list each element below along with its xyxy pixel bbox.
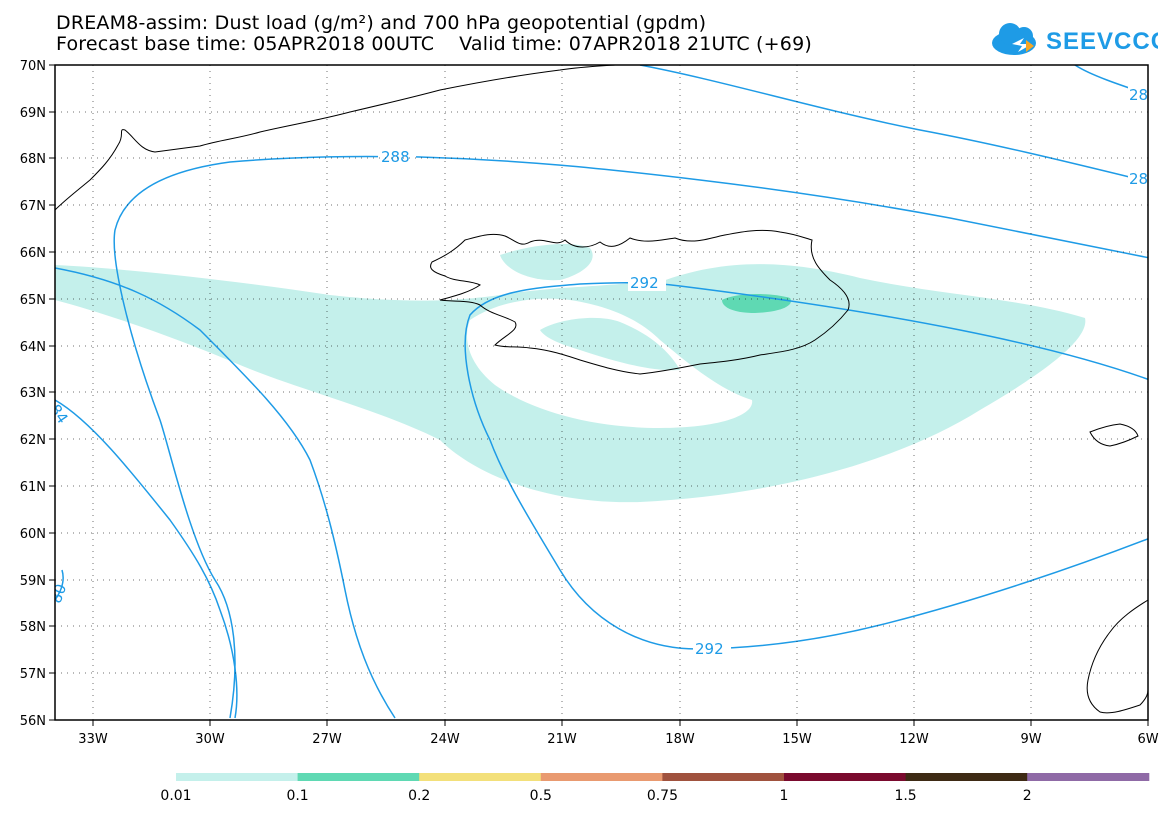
- logo-text: SEEVCCC: [1046, 28, 1158, 55]
- lat-label-67n: 67N: [20, 199, 46, 214]
- lat-label-58n: 58N: [20, 620, 46, 635]
- lon-label-9w: 9W: [1020, 732, 1041, 747]
- dust-north-lobe: [500, 244, 593, 281]
- iceland-coastline: [430, 229, 850, 375]
- greenland-coastline: [55, 65, 616, 211]
- contour-284-east: [55, 267, 396, 719]
- contour-label-292-south: 292: [695, 640, 724, 658]
- lat-label-70n: 70N: [20, 59, 46, 74]
- contour-label-84: 84: [46, 401, 72, 427]
- lon-label-21w: 21W: [547, 732, 577, 747]
- lon-label-27w: 27W: [312, 732, 342, 747]
- dust-hole: [467, 298, 753, 428]
- contour-label-28-mid: 28: [1129, 170, 1148, 188]
- lat-label-63n: 63N: [20, 386, 46, 401]
- contour-label-80: 80: [47, 581, 70, 605]
- chart-subtitle: Forecast base time: 05APR2018 00UTC Vali…: [56, 33, 812, 55]
- lat-label-66n: 66N: [20, 246, 46, 261]
- lat-label-56n: 56N: [20, 714, 46, 729]
- contour-292: [464, 281, 1148, 650]
- lon-label-24w: 24W: [430, 732, 460, 747]
- lon-label-30w: 30W: [195, 732, 225, 747]
- lat-label-59n: 59N: [20, 574, 46, 589]
- chart-title: DREAM8-assim: Dust load (g/m²) and 700 h…: [56, 12, 707, 34]
- contour-label-292-north: 292: [630, 274, 659, 292]
- contour-north-1: [639, 65, 1148, 183]
- scotland-coastline: [1086, 599, 1148, 714]
- dust-hole-fill: [540, 317, 680, 371]
- lat-label-60n: 60N: [20, 527, 46, 542]
- seevccc-logo: SEEVCCC: [992, 23, 1158, 55]
- lat-label-65n: 65N: [20, 293, 46, 308]
- lon-label-6w: 6W: [1137, 732, 1158, 747]
- lon-label-12w: 12W: [899, 732, 929, 747]
- lon-label-15w: 15W: [782, 732, 812, 747]
- contour-280: [55, 569, 64, 601]
- lat-label-69n: 69N: [20, 106, 46, 121]
- lon-label-33w: 33W: [78, 732, 108, 747]
- contour-284: [55, 399, 238, 719]
- lat-label-64n: 64N: [20, 340, 46, 355]
- contour-label-28-top: 28: [1129, 86, 1148, 104]
- lat-label-68n: 68N: [20, 152, 46, 167]
- lon-label-18w: 18W: [665, 732, 695, 747]
- lat-label-62n: 62N: [20, 433, 46, 448]
- contour-label-288: 288: [381, 148, 410, 166]
- lat-label-61n: 61N: [20, 480, 46, 495]
- contour-288: [113, 155, 1148, 719]
- cloud-arrow-icon: [992, 23, 1036, 55]
- faroe-coastline: [1089, 423, 1139, 447]
- lat-label-57n: 57N: [20, 667, 46, 682]
